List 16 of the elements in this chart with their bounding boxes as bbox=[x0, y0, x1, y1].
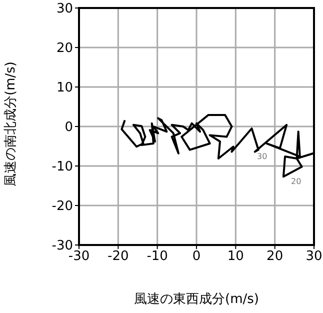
x-tick-label: 0 bbox=[192, 249, 201, 264]
x-tick-label: -20 bbox=[108, 249, 129, 264]
x-tick-label: 30 bbox=[306, 249, 322, 264]
annotation: 20 bbox=[291, 177, 302, 186]
y-tick-label: 30 bbox=[56, 2, 73, 17]
x-tick-label: 20 bbox=[266, 249, 284, 264]
y-tick-label: 20 bbox=[56, 41, 73, 56]
y-tick-label: 10 bbox=[56, 80, 73, 96]
annotation: 30 bbox=[257, 152, 268, 161]
y-axis-title: 風速の南北成分(m/s) bbox=[4, 62, 19, 186]
x-axis-title: 風速の東西成分(m/s) bbox=[134, 292, 259, 307]
x-tick-label: 10 bbox=[227, 249, 244, 264]
y-tick-label: -10 bbox=[52, 160, 73, 175]
y-tick-label: -20 bbox=[52, 199, 73, 214]
x-tick-label: -10 bbox=[146, 249, 168, 264]
y-tick-label: 0 bbox=[64, 120, 73, 136]
